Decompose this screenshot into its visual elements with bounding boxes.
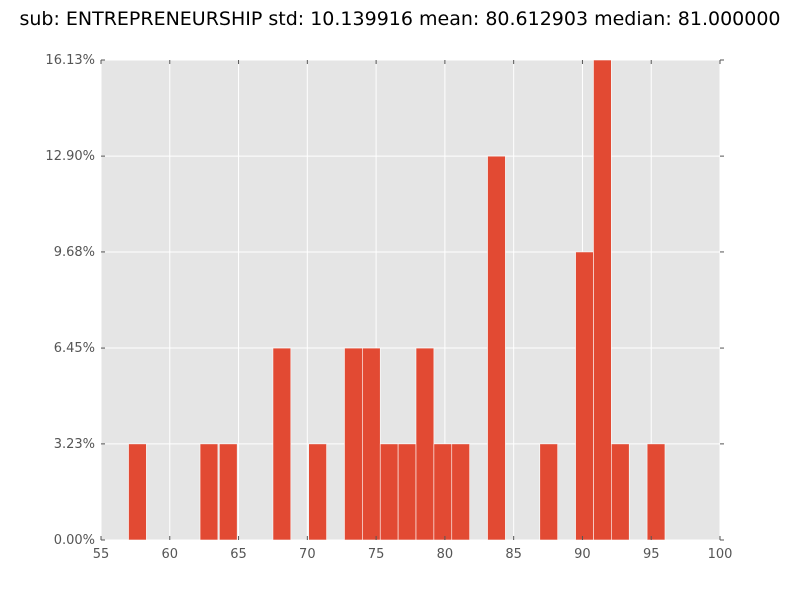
x-tick-label: 95 [643,547,660,562]
histogram-bar [487,155,506,541]
chart-title: sub: ENTREPRENEURSHIP std: 10.139916 mea… [19,8,781,30]
histogram-bar [199,443,219,541]
histogram-bar [539,443,558,541]
histogram-bar [646,443,666,541]
y-tick-label: 16.13% [45,53,95,68]
x-tick-label: 90 [574,547,591,562]
y-tick-label: 12.90% [45,149,95,164]
histogram-bar [397,443,417,541]
histogram-bar [575,251,594,541]
x-tick-label: 60 [162,547,179,562]
histogram-bar [128,443,147,541]
histogram-bar [379,443,399,541]
histogram-bar [308,443,327,541]
x-tick-label: 65 [230,547,247,562]
histogram-bar [218,443,238,541]
x-tick-label: 85 [505,547,522,562]
histogram-bar [415,347,435,541]
histogram-bar [593,59,612,541]
x-tick-label: 100 [708,547,733,562]
histogram-bar [433,443,453,541]
y-tick-label: 0.00% [54,533,95,548]
x-tick-label: 55 [93,547,110,562]
histogram-bar [344,347,363,541]
y-tick-label: 3.23% [54,437,95,452]
y-tick-label: 6.45% [54,341,95,356]
y-tick-label: 9.68% [54,245,95,260]
histogram-bar [611,443,630,541]
histogram-bar [451,443,470,541]
histogram-bar [362,347,381,541]
x-tick-label: 80 [437,547,454,562]
x-tick-label: 70 [299,547,316,562]
histogram-bar [272,347,292,541]
x-tick-label: 75 [368,547,385,562]
